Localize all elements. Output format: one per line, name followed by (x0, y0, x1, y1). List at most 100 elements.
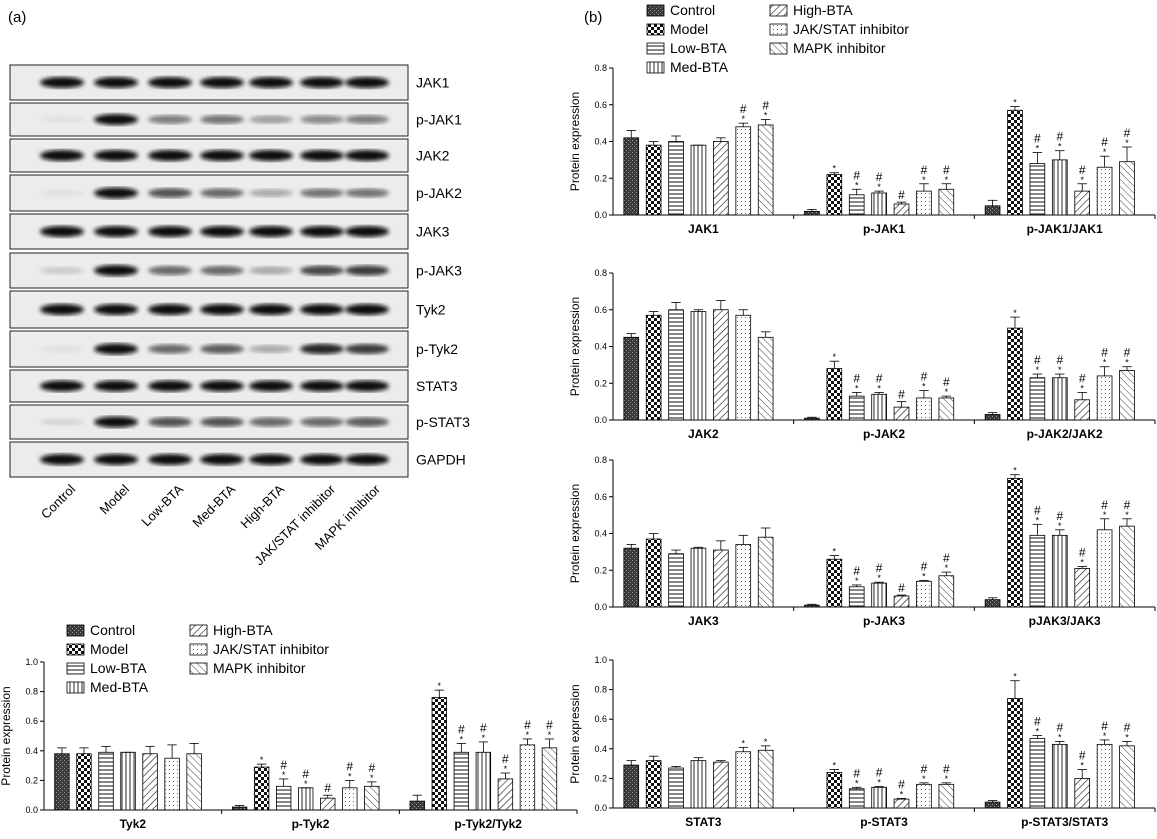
blot-band (40, 226, 84, 237)
significance-hash: # (346, 759, 353, 773)
blot-band (200, 304, 244, 315)
significance-hash: # (762, 98, 769, 112)
blot-band (345, 188, 389, 198)
significance-star: * (1080, 175, 1084, 185)
blot-row-p-jak1: p-JAK1 (9, 102, 462, 137)
bar (54, 753, 70, 811)
significance-star: * (764, 737, 768, 747)
legend-swatch (66, 662, 85, 675)
significance-hash: # (280, 758, 287, 772)
blot-row-label: p-JAK1 (416, 112, 462, 128)
blot-band (148, 150, 192, 161)
blot-band (148, 115, 192, 124)
blot-band (345, 265, 389, 276)
bar (1029, 738, 1046, 809)
blot-row-jak2: JAK2 (9, 138, 450, 173)
blot-band (345, 226, 389, 237)
significance-star: * (1058, 142, 1062, 152)
significance-hash: # (324, 781, 331, 795)
bar (320, 797, 336, 811)
bar (645, 538, 662, 608)
y-tick-label: 0.0 (25, 805, 38, 815)
category-label: pJAK3/JAK3 (1029, 614, 1101, 628)
significance-star: * (438, 681, 442, 691)
y-tick-label: 0.4 (594, 342, 607, 352)
legend-swatch (646, 23, 665, 36)
legend-label: MAPK inhibitor (213, 660, 306, 676)
bar (1007, 109, 1023, 216)
blot-band (345, 454, 389, 465)
y-tick-label: 1.0 (25, 657, 38, 667)
blot-row-label: p-Tyk2 (416, 341, 458, 357)
significance-star: * (348, 771, 352, 781)
blot-row-tyk2: Tyk2 (9, 290, 446, 329)
significance-star: * (1125, 510, 1129, 520)
significance-star: * (1103, 358, 1107, 368)
significance-hash: # (502, 752, 509, 766)
category-label: p-JAK2/JAK2 (1027, 427, 1103, 441)
significance-hash: # (1034, 714, 1041, 728)
chart-jak2: 0.0 0.2 0.4 0.6 0.8 Protein expression JAK2 p-J… (568, 268, 1156, 441)
significance-hash: # (921, 559, 928, 573)
significance-star: * (877, 573, 881, 583)
blot-band (300, 380, 344, 392)
bar (645, 144, 662, 216)
bar (98, 751, 114, 811)
blot-row-label: p-JAK3 (416, 263, 462, 279)
blot-band (345, 304, 389, 315)
bar (804, 604, 820, 608)
bar (916, 783, 932, 809)
blot-band (249, 266, 293, 275)
legend-swatch (189, 662, 208, 675)
significance-star: * (877, 778, 881, 788)
bar (1074, 190, 1090, 216)
category-label: Tyk2 (120, 817, 147, 831)
bar (342, 787, 358, 811)
significance-hash: # (1079, 546, 1086, 560)
y-tick-label: 1.0 (594, 655, 607, 665)
category-label: p-Tyk2 (292, 817, 330, 831)
bar (1119, 369, 1135, 421)
legend-label: Control (90, 622, 135, 638)
bar (645, 314, 662, 421)
significance-hash: # (876, 766, 883, 780)
bar (275, 785, 292, 811)
bar (984, 205, 1001, 216)
significance-hash: # (1124, 498, 1131, 512)
legend-swatch (66, 643, 85, 656)
blot-lane-label: Med-BTA (189, 481, 238, 530)
bar (1029, 534, 1046, 608)
y-axis-label: Protein expression (568, 484, 582, 583)
bar (1007, 327, 1023, 421)
y-tick-label: 0.4 (25, 746, 38, 756)
significance-hash: # (876, 170, 883, 184)
significance-hash: # (546, 718, 553, 732)
bar (1074, 399, 1090, 421)
significance-star: * (922, 571, 926, 581)
significance-star: * (1013, 466, 1017, 476)
blot-band (249, 304, 293, 315)
significance-star: * (855, 778, 859, 788)
blot-lane-label: Model (96, 481, 132, 517)
bar (757, 336, 774, 421)
bar (848, 194, 865, 216)
blot-band (148, 188, 192, 198)
bar (1119, 745, 1135, 809)
bar (848, 586, 865, 608)
bar (623, 137, 640, 216)
bar (893, 203, 910, 216)
bar (1051, 534, 1068, 608)
legend-label: Med-BTA (670, 59, 729, 75)
bar (1029, 163, 1046, 216)
y-tick-label: 0.8 (594, 63, 607, 73)
legend-label: MAPK inhibitor (793, 40, 886, 56)
significance-hash: # (1101, 719, 1108, 733)
category-label: p-STAT3 (860, 815, 908, 829)
blot-band (40, 380, 84, 392)
blot-band (200, 417, 244, 427)
blot-row-p-jak2: p-JAK2 (9, 174, 462, 212)
bar (871, 786, 887, 809)
blot-band (249, 77, 293, 88)
bar (893, 798, 910, 809)
